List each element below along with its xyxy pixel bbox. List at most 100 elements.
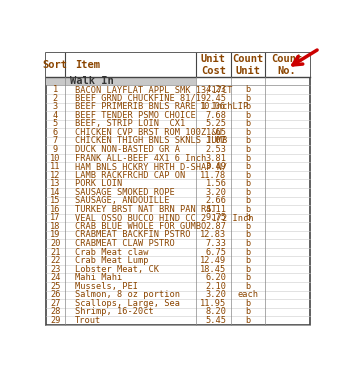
Text: BEEF TENDER PSMO CHOICE: BEEF TENDER PSMO CHOICE <box>75 111 196 120</box>
Text: BEEF PRIMERIB BNLS RARE 1 InchLIP: BEEF PRIMERIB BNLS RARE 1 InchLIP <box>75 102 248 111</box>
Text: 6.75: 6.75 <box>205 248 227 256</box>
Text: 2.87: 2.87 <box>205 222 227 231</box>
Text: 1.65: 1.65 <box>205 128 227 137</box>
Text: 22: 22 <box>50 256 60 265</box>
Text: b: b <box>245 128 250 137</box>
Text: 23: 23 <box>50 265 60 274</box>
Text: CHICKEN CVP BRST ROM 100Z &U: CHICKEN CVP BRST ROM 100Z &U <box>75 128 222 137</box>
Text: 3.20: 3.20 <box>205 188 227 197</box>
Text: CRABMEAT CLAW PSTRO: CRABMEAT CLAW PSTRO <box>75 239 175 248</box>
Text: 12.49: 12.49 <box>200 256 227 265</box>
Text: 18.45: 18.45 <box>200 265 227 274</box>
Text: 17: 17 <box>50 213 60 222</box>
Text: BEEF, STRIP LOIN  CX1: BEEF, STRIP LOIN CX1 <box>75 119 185 128</box>
Text: Count
No.: Count No. <box>272 54 303 75</box>
Text: FRANK ALL-BEEF 4X1 6 Inch: FRANK ALL-BEEF 4X1 6 Inch <box>75 153 206 163</box>
Text: 11.95: 11.95 <box>200 299 227 308</box>
Text: 1: 1 <box>53 85 58 94</box>
Text: Lobster Meat, CK: Lobster Meat, CK <box>75 265 159 274</box>
Text: Trout: Trout <box>75 316 101 325</box>
Text: VEAL OSSO BUCCO HIND CC 2 1/2 Inch: VEAL OSSO BUCCO HIND CC 2 1/2 Inch <box>75 213 254 222</box>
Text: 10.06: 10.06 <box>200 102 227 111</box>
Text: 7.33: 7.33 <box>205 239 227 248</box>
Text: 7: 7 <box>53 137 58 145</box>
Text: BACON LAYFLAT APPL SMK 13/17CT: BACON LAYFLAT APPL SMK 13/17CT <box>75 85 232 94</box>
Text: HAM BNLS HCKRY HRTH D-SHAP N/: HAM BNLS HCKRY HRTH D-SHAP N/ <box>75 162 227 171</box>
Text: 28: 28 <box>50 307 60 316</box>
Text: each: each <box>237 290 258 299</box>
Text: 3.20: 3.20 <box>205 290 227 299</box>
Text: 4.23: 4.23 <box>205 85 227 94</box>
Text: Unit
Cost: Unit Cost <box>201 54 226 75</box>
Text: 4.11: 4.11 <box>205 205 227 214</box>
Text: b: b <box>245 256 250 265</box>
Text: 13: 13 <box>50 179 60 188</box>
Text: 11.78: 11.78 <box>200 171 227 180</box>
Text: 29: 29 <box>50 316 60 325</box>
Text: b: b <box>245 171 250 180</box>
Text: 10: 10 <box>50 153 60 163</box>
Text: Crab Meat claw: Crab Meat claw <box>75 248 149 256</box>
Text: b: b <box>245 188 250 197</box>
Text: 9.75: 9.75 <box>205 213 227 222</box>
Text: Mahi Mahi: Mahi Mahi <box>75 273 122 282</box>
Text: Sort: Sort <box>43 60 68 70</box>
Text: b: b <box>245 162 250 171</box>
Text: SAUSAGE SMOKED ROPE: SAUSAGE SMOKED ROPE <box>75 188 175 197</box>
Text: b: b <box>245 196 250 205</box>
Text: 2.66: 2.66 <box>205 196 227 205</box>
Text: 25: 25 <box>50 282 60 291</box>
Text: 19: 19 <box>50 230 60 240</box>
Text: 1.07: 1.07 <box>205 137 227 145</box>
Text: b: b <box>245 153 250 163</box>
Text: 21: 21 <box>50 248 60 256</box>
Text: 14: 14 <box>50 188 60 197</box>
Text: Salmon, 8 oz portion: Salmon, 8 oz portion <box>75 290 180 299</box>
Text: b: b <box>245 179 250 188</box>
Text: Count
Unit: Count Unit <box>232 54 263 75</box>
Bar <box>46 77 196 85</box>
Text: 5.25: 5.25 <box>205 119 227 128</box>
Text: 5.45: 5.45 <box>205 316 227 325</box>
Text: 3: 3 <box>53 102 58 111</box>
Text: b: b <box>245 248 250 256</box>
Text: b: b <box>245 273 250 282</box>
Text: SAUSAGE, ANDOUILLE: SAUSAGE, ANDOUILLE <box>75 196 170 205</box>
Text: BEEF GRND CHUCKFINE 81/19: BEEF GRND CHUCKFINE 81/19 <box>75 94 206 103</box>
Text: b: b <box>245 316 250 325</box>
Text: b: b <box>245 145 250 154</box>
Text: 7.68: 7.68 <box>205 111 227 120</box>
Text: LAMB RACKFRCHD CAP ON: LAMB RACKFRCHD CAP ON <box>75 171 185 180</box>
Text: CRABMEAT BACKFIN PSTRO: CRABMEAT BACKFIN PSTRO <box>75 230 191 240</box>
Text: 24: 24 <box>50 273 60 282</box>
Text: DUCK NON-BASTED GR A: DUCK NON-BASTED GR A <box>75 145 180 154</box>
Text: 2.53: 2.53 <box>205 145 227 154</box>
Text: Mussels, PEI: Mussels, PEI <box>75 282 138 291</box>
Text: 12.83: 12.83 <box>200 230 227 240</box>
Text: PORK LOIN: PORK LOIN <box>75 179 122 188</box>
Text: b: b <box>245 282 250 291</box>
Text: 2.10: 2.10 <box>205 282 227 291</box>
Text: b: b <box>245 307 250 316</box>
Text: 1.56: 1.56 <box>205 179 227 188</box>
Text: Item: Item <box>75 60 100 70</box>
Text: 26: 26 <box>50 290 60 299</box>
Text: 2: 2 <box>53 94 58 103</box>
Text: 15: 15 <box>50 196 60 205</box>
Text: 27: 27 <box>50 299 60 308</box>
Text: b: b <box>245 137 250 145</box>
Text: b: b <box>245 239 250 248</box>
Text: 6: 6 <box>53 128 58 137</box>
Text: 16: 16 <box>50 205 60 214</box>
Text: TURKEY BRST NAT BRN PAN RST: TURKEY BRST NAT BRN PAN RST <box>75 205 217 214</box>
Text: 4: 4 <box>53 111 58 120</box>
Text: 9: 9 <box>53 145 58 154</box>
Text: CHICKEN THIGH BNLS SKNLS JUMB: CHICKEN THIGH BNLS SKNLS JUMB <box>75 137 227 145</box>
Text: 3.81: 3.81 <box>205 153 227 163</box>
Text: 11: 11 <box>50 162 60 171</box>
Text: b: b <box>245 265 250 274</box>
Text: Shrimp, 16-20ct: Shrimp, 16-20ct <box>75 307 154 316</box>
Text: b: b <box>245 222 250 231</box>
Text: Walk In: Walk In <box>70 76 113 86</box>
Text: CRAB BLUE WHOLE FOR GUMBO: CRAB BLUE WHOLE FOR GUMBO <box>75 222 206 231</box>
